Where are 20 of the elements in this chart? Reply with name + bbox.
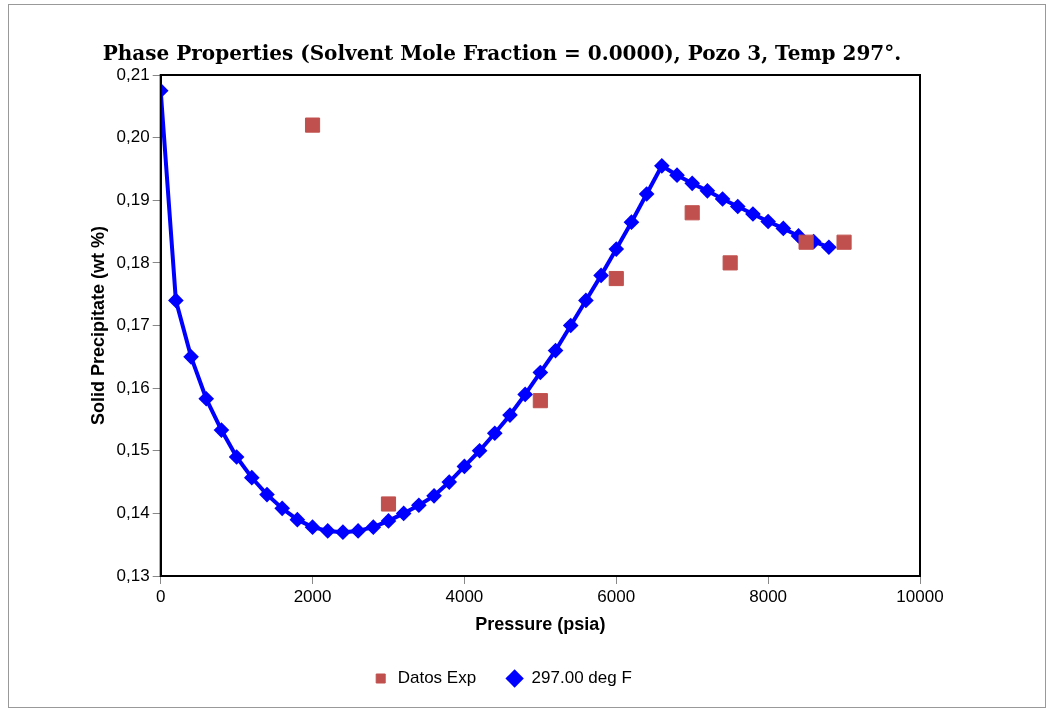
x-tick-label: 2000 xyxy=(293,586,332,606)
y-tick-label: 0,19 xyxy=(116,189,150,209)
y-tick-label: 0,16 xyxy=(116,377,150,397)
chart-title: Phase Properties (Solvent Mole Fraction = 0.0000), Pozo 3, Temp 297°. xyxy=(102,41,902,66)
x-axis-title: Pressure (psia) xyxy=(475,614,606,635)
x-tick-label: 4000 xyxy=(445,586,484,606)
y-tick-label: 0,13 xyxy=(116,565,150,585)
x-tick-label: 0 xyxy=(155,586,166,606)
legend-label: Datos Exp xyxy=(397,668,477,688)
y-tick-label: 0,21 xyxy=(116,64,150,84)
y-tick-label: 0,20 xyxy=(116,127,150,147)
y-tick-label: 0,14 xyxy=(116,503,150,523)
y-tick-label: 0,18 xyxy=(116,252,150,272)
x-tick-label: 10000 xyxy=(896,586,944,606)
x-tick-label: 8000 xyxy=(749,586,788,606)
legend-label: 297.00 deg F xyxy=(531,668,632,688)
x-tick-label: 6000 xyxy=(597,586,636,606)
y-axis-title: Solid Precipitate (wt %) xyxy=(87,225,108,426)
y-tick-label: 0,17 xyxy=(116,315,150,335)
y-tick-label: 0,15 xyxy=(116,440,150,460)
